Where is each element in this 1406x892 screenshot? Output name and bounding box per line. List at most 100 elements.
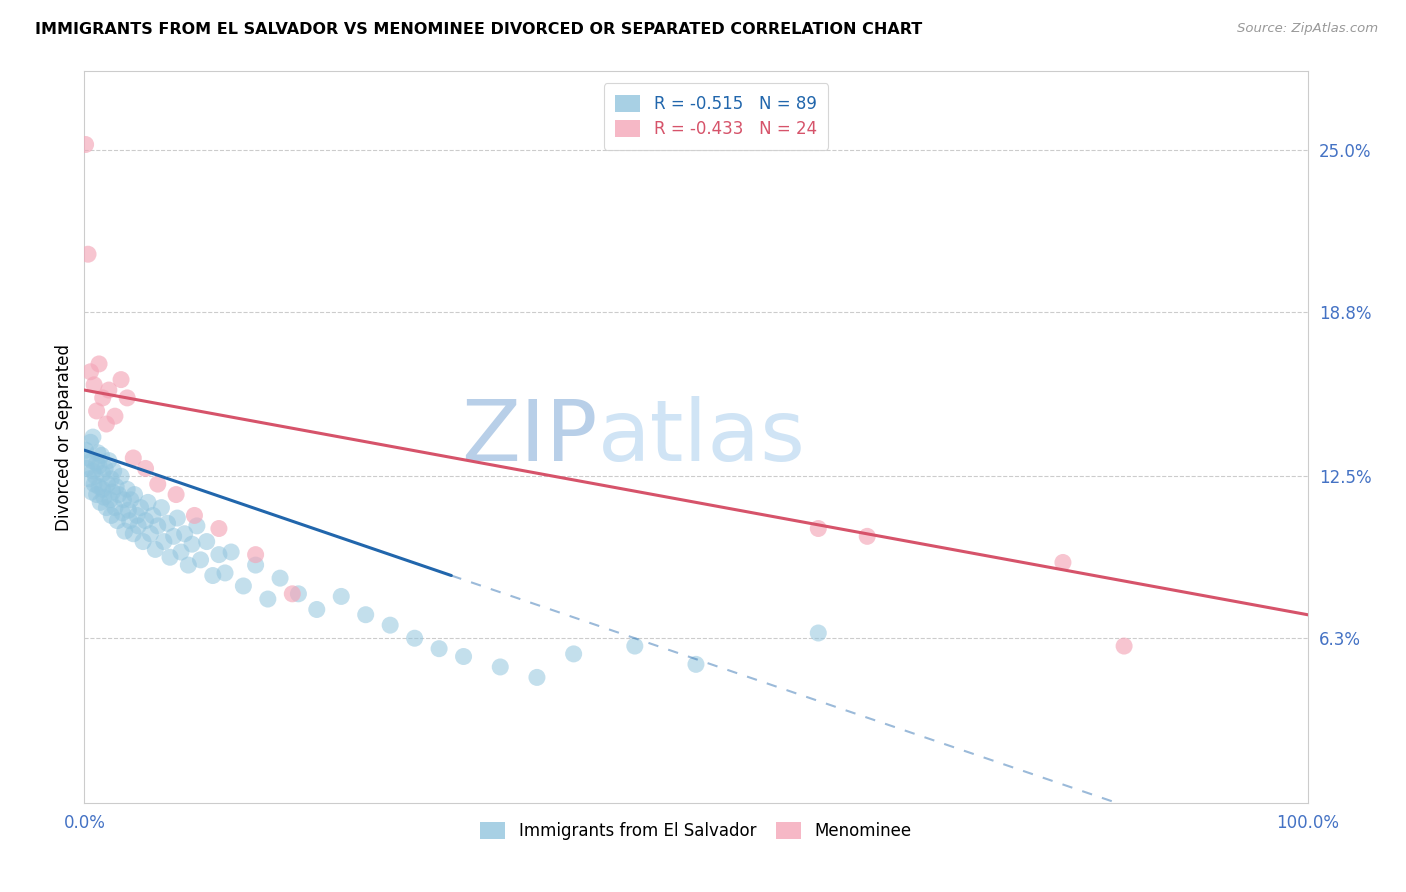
Point [287, 587, 309, 601]
Point [87, 458, 110, 473]
Point [86, 456, 108, 470]
Point [807, 626, 830, 640]
Point [91, 483, 114, 497]
Point [195, 534, 218, 549]
Point [173, 526, 195, 541]
Point [101, 485, 124, 500]
Point [83, 477, 105, 491]
Point [79, 435, 101, 450]
Point [111, 506, 134, 520]
Point [110, 373, 132, 387]
Point [208, 521, 231, 535]
Point [139, 526, 162, 541]
Point [90, 448, 112, 462]
Point [143, 542, 166, 557]
Point [245, 558, 267, 573]
Point [82, 430, 104, 444]
Point [120, 492, 142, 507]
Point [94, 461, 117, 475]
Point [177, 558, 200, 573]
Point [124, 487, 146, 501]
Point [98, 492, 121, 507]
Point [91, 467, 114, 481]
Text: Source: ZipAtlas.com: Source: ZipAtlas.com [1237, 22, 1378, 36]
Point [159, 550, 181, 565]
Point [117, 503, 139, 517]
Point [146, 519, 169, 533]
Point [114, 524, 136, 538]
Point [562, 647, 585, 661]
Point [201, 568, 224, 582]
Point [89, 495, 111, 509]
Point [489, 660, 512, 674]
Y-axis label: Divorced or Separated: Divorced or Separated [55, 343, 73, 531]
Text: ZIP: ZIP [461, 395, 598, 479]
Text: atlas: atlas [598, 395, 806, 479]
Point [122, 526, 145, 541]
Point [115, 483, 138, 497]
Point [219, 545, 242, 559]
Point [170, 545, 193, 559]
Point [96, 500, 118, 515]
Point [93, 490, 115, 504]
Point [75, 443, 97, 458]
Point [526, 670, 548, 684]
Point [79, 365, 101, 379]
Point [122, 450, 145, 465]
Point [86, 404, 108, 418]
Point [281, 587, 304, 601]
Point [86, 487, 108, 501]
Point [112, 492, 135, 507]
Point [80, 485, 103, 500]
Point [1114, 639, 1136, 653]
Point [135, 461, 157, 475]
Point [136, 495, 159, 509]
Point [330, 590, 353, 604]
Point [100, 472, 122, 486]
Point [214, 566, 236, 580]
Point [166, 511, 188, 525]
Point [132, 534, 155, 549]
Point [105, 480, 128, 494]
Point [208, 548, 231, 562]
Point [685, 657, 707, 672]
Point [232, 579, 254, 593]
Point [104, 500, 127, 515]
Point [186, 519, 208, 533]
Point [142, 508, 165, 523]
Point [97, 453, 120, 467]
Point [156, 516, 179, 531]
Point [181, 537, 204, 551]
Point [83, 377, 105, 392]
Point [118, 514, 141, 528]
Point [77, 247, 100, 261]
Text: IMMIGRANTS FROM EL SALVADOR VS MENOMINEE DIVORCED OR SEPARATED CORRELATION CHART: IMMIGRANTS FROM EL SALVADOR VS MENOMINEE… [35, 22, 922, 37]
Point [1052, 556, 1074, 570]
Point [624, 639, 647, 653]
Point [153, 534, 176, 549]
Point [84, 469, 107, 483]
Point [115, 391, 138, 405]
Point [97, 383, 120, 397]
Point [87, 446, 110, 460]
Point [150, 500, 173, 515]
Point [129, 500, 152, 515]
Point [107, 487, 129, 501]
Point [91, 391, 114, 405]
Point [100, 508, 122, 523]
Point [96, 417, 118, 431]
Point [135, 514, 157, 528]
Point [87, 480, 110, 494]
Point [103, 464, 125, 478]
Legend: Immigrants from El Salvador, Menominee: Immigrants from El Salvador, Menominee [474, 815, 918, 847]
Point [257, 592, 280, 607]
Point [87, 357, 110, 371]
Point [165, 487, 187, 501]
Point [104, 409, 127, 424]
Point [404, 632, 426, 646]
Point [245, 548, 267, 562]
Point [807, 521, 830, 535]
Point [82, 464, 104, 478]
Point [80, 453, 103, 467]
Point [110, 469, 132, 483]
